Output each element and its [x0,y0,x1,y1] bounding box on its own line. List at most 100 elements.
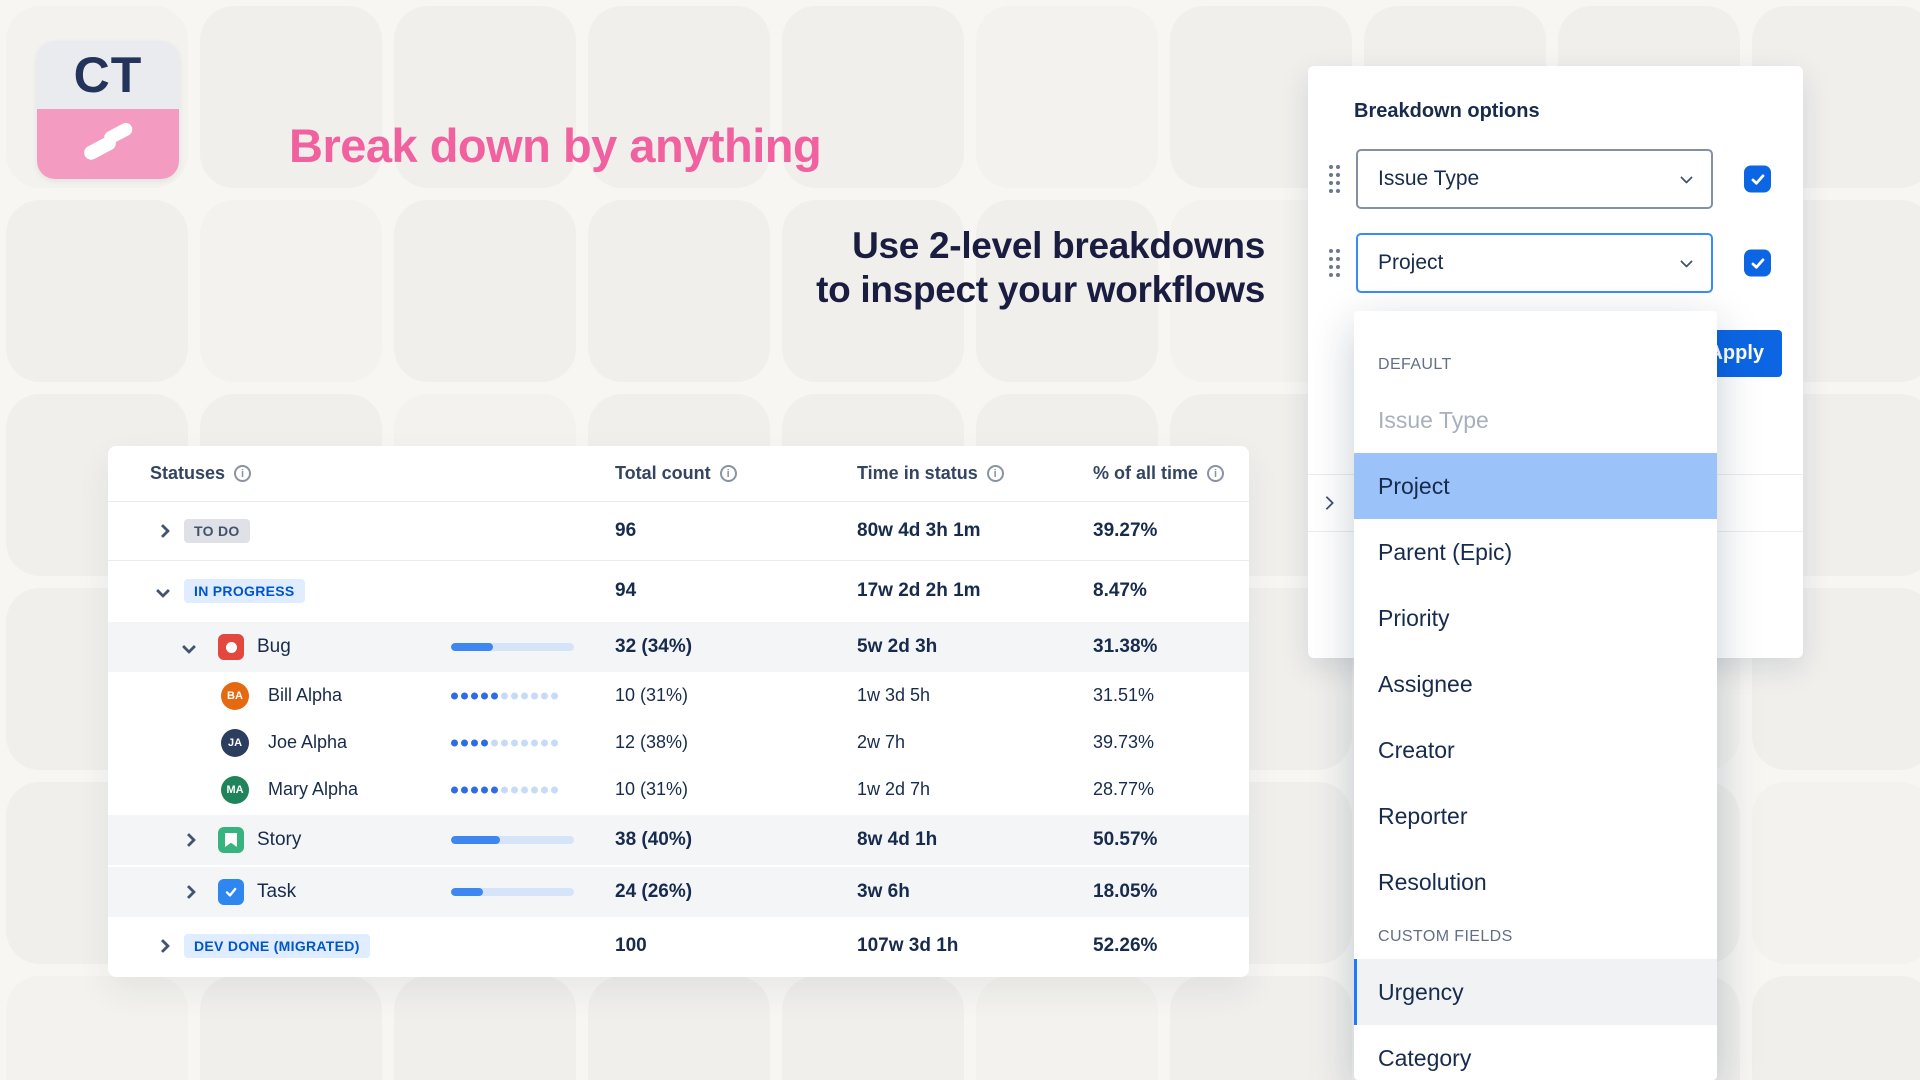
menu-item-project[interactable]: Project [1354,453,1717,519]
status-badge: DEV DONE (MIGRATED) [184,934,370,958]
progress-dot [471,786,478,793]
status-badge: IN PROGRESS [184,578,305,603]
chevron-right-icon[interactable] [181,884,197,900]
table-row-joe-alpha[interactable]: JA Joe Alpha 12 (38%) 2w 7h 39.73% [108,719,1249,766]
chevron-right-icon[interactable] [155,523,171,539]
progress-dot [511,739,518,746]
progress-dot [491,692,498,699]
progress-dot [461,739,468,746]
info-icon[interactable]: i [719,465,737,482]
status-badge: TO DO [184,519,250,543]
progress-dot [481,786,488,793]
progress-dot [461,786,468,793]
time-in-status-value: 5w 2d 3h [857,636,938,657]
column-label: Statuses [150,463,226,483]
breakdown-select-2[interactable]: Project [1356,233,1713,293]
breakdown-checkbox-2[interactable] [1744,249,1771,277]
dotted-progress [451,692,558,699]
progress-dot [531,739,538,746]
breakdown-level-2-row: Project [1308,233,1803,293]
chevron-right-icon[interactable] [1319,495,1335,511]
column-header-pct-all-time: % of all time i [1093,463,1249,484]
table-row-todo[interactable]: TO DO 96 80w 4d 3h 1m 39.27% [108,502,1249,561]
menu-item-urgency[interactable]: Urgency [1354,959,1717,1025]
menu-item-assignee[interactable]: Assignee [1378,670,1473,697]
time-in-status-value: 1w 2d 7h [857,779,931,799]
progress-dot [491,786,498,793]
select-value: Issue Type [1378,167,1480,190]
progress-dot [511,786,518,793]
assignee-name: Joe Alpha [268,732,348,752]
menu-item-creator[interactable]: Creator [1378,736,1455,763]
chevron-down-icon [1680,254,1693,268]
progress-dot [491,739,498,746]
progress-dot [451,692,458,699]
progress-dot [481,692,488,699]
check-icon [1751,173,1764,185]
table-row-bug[interactable]: Bug 32 (34%) 5w 2d 3h 31.38% [108,620,1249,672]
column-header-time-in-status: Time in status i [857,463,1093,484]
total-count-value: 94 [615,579,637,601]
pct-all-time-value: 28.77% [1093,779,1155,799]
drag-handle-icon[interactable] [1329,165,1333,169]
progress-dot [551,739,558,746]
table-row-story[interactable]: Story 38 (40%) 8w 4d 1h 50.57% [108,813,1249,865]
menu-group-header-custom-fields: CUSTOM FIELDS [1378,928,1513,945]
breakdown-select-1[interactable]: Issue Type [1356,149,1713,209]
pct-all-time-value: 39.27% [1093,520,1158,541]
progress-dot [541,786,548,793]
progress-dot [551,786,558,793]
menu-item-priority[interactable]: Priority [1378,604,1450,631]
chevron-right-icon[interactable] [155,938,171,954]
logo-shoes-icon [37,109,179,179]
avatar-initials: JA [227,736,243,749]
statuses-table: Statuses i Total count i Time in status … [108,446,1249,977]
table-row-bill-alpha[interactable]: BA Bill Alpha 10 (31%) 1w 3d 5h 31.51% [108,672,1249,719]
headline-line-1: Use 2-level breakdowns [852,225,1265,266]
time-in-status-value: 3w 6h [857,881,910,902]
table-row-task[interactable]: Task 24 (26%) 3w 6h 18.05% [108,865,1249,917]
table-row-in-progress[interactable]: IN PROGRESS 94 17w 2d 2h 1m 8.47% [108,561,1249,620]
app-logo: CT [37,41,179,179]
total-count-value: 12 (38%) [615,732,689,752]
column-label: Time in status [857,463,978,483]
progress-dot [471,739,478,746]
issue-type-label: Story [257,829,302,850]
pct-all-time-value: 18.05% [1093,881,1158,902]
menu-item-parent-epic[interactable]: Parent (Epic) [1378,538,1513,565]
table-row-dev-done[interactable]: DEV DONE (MIGRATED) 100 107w 3d 1h 52.26… [108,917,1249,975]
breakdown-checkbox-1[interactable] [1744,165,1771,193]
column-header-statuses: Statuses i [150,463,615,484]
select-value: Project [1378,251,1444,274]
avatar: JA [221,728,249,757]
table-row-mary-alpha[interactable]: MA Mary Alpha 10 (31%) 1w 2d 7h 28.77% [108,766,1249,813]
time-in-status-value: 2w 7h [857,732,906,752]
progress-dot [481,739,488,746]
total-count-value: 32 (34%) [615,636,693,657]
progress-bar [451,643,574,651]
check-icon [1751,257,1764,269]
chevron-down-icon[interactable] [181,639,197,655]
info-icon[interactable]: i [234,465,252,482]
column-label: Total count [615,463,711,483]
logo-text: CT [73,47,143,103]
avatar-initials: BA [227,689,243,702]
avatar-initials: MA [226,783,244,796]
chevron-right-icon[interactable] [181,832,197,848]
task-icon [218,879,244,905]
info-icon[interactable]: i [1207,465,1225,482]
table-header-row: Statuses i Total count i Time in status … [108,446,1249,502]
menu-item-category[interactable]: Category [1378,1044,1472,1071]
drag-handle-icon[interactable] [1329,249,1333,253]
menu-item-reporter[interactable]: Reporter [1378,802,1468,829]
progress-dot [461,692,468,699]
progress-dot [511,692,518,699]
shoes-glyph-icon [84,122,133,160]
progress-dot [521,739,528,746]
menu-item-resolution[interactable]: Resolution [1378,868,1487,895]
progress-bar [451,836,574,844]
info-icon[interactable]: i [986,465,1004,482]
total-count-value: 24 (26%) [615,881,693,902]
chevron-down-icon[interactable] [155,583,171,598]
